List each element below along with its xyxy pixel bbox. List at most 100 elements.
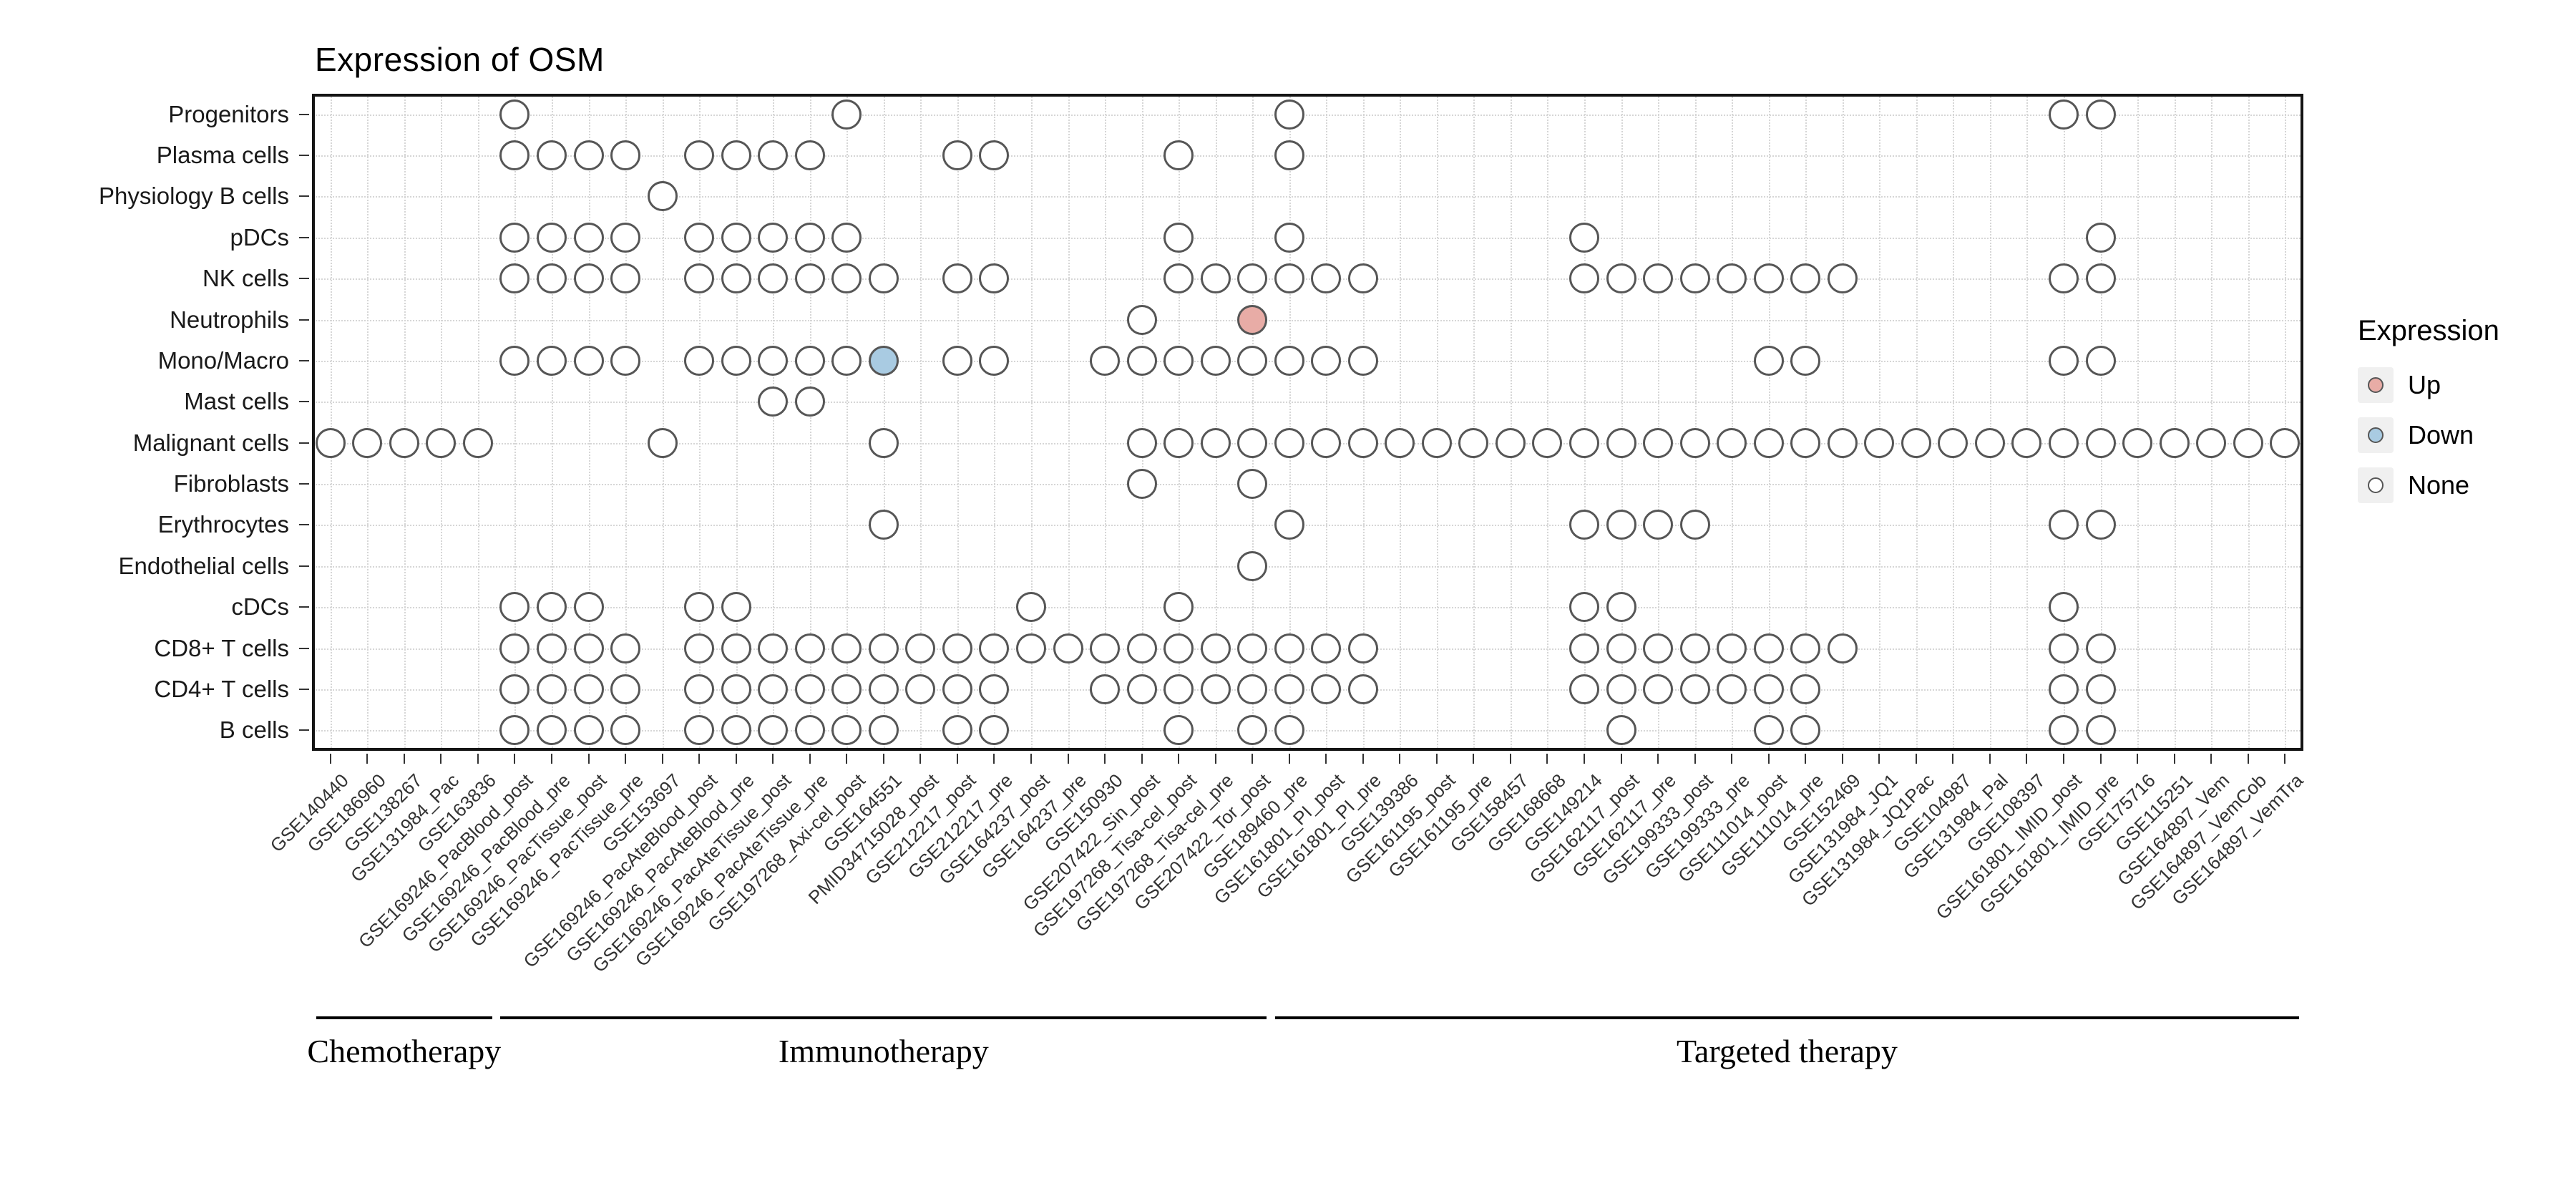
expression-dot-none xyxy=(1237,263,1268,294)
y-axis-tick xyxy=(299,483,309,485)
expression-dot-none xyxy=(536,674,567,704)
gridline-vertical xyxy=(1473,94,1475,751)
plot-border xyxy=(312,94,2303,751)
expression-dot-none xyxy=(2049,674,2079,704)
gridline-vertical xyxy=(1289,94,1291,751)
gridline-horizontal xyxy=(312,360,2303,362)
expression-dot-none xyxy=(831,263,862,294)
expression-dot-none xyxy=(979,345,1010,376)
x-axis-tick xyxy=(1141,754,1143,764)
expression-dot-none xyxy=(610,715,641,746)
expression-dot-none xyxy=(758,387,789,417)
expression-dot-none xyxy=(758,140,789,171)
expression-dot-none xyxy=(1163,263,1194,294)
expression-dot-none xyxy=(1717,674,1747,704)
expression-dot-none xyxy=(721,715,751,746)
gridline-vertical xyxy=(847,94,849,751)
expression-dot-none xyxy=(1126,304,1157,335)
legend-item-up: Up xyxy=(2358,367,2499,403)
expression-dot-none xyxy=(721,263,751,294)
expression-dot-none xyxy=(1606,715,1636,746)
y-axis-tick xyxy=(299,565,309,567)
gridline-vertical xyxy=(588,94,590,751)
expression-dot-none xyxy=(684,140,715,171)
legend-item-label: Down xyxy=(2408,420,2474,449)
row-label: Fibroblasts xyxy=(173,470,289,497)
expression-dot-none xyxy=(1237,715,1268,746)
expression-dot-none xyxy=(1200,427,1231,458)
expression-dot-none xyxy=(758,345,789,376)
expression-dot-none xyxy=(499,140,530,171)
x-axis-tick xyxy=(2173,754,2175,764)
expression-dot-none xyxy=(684,263,715,294)
expression-dot-none xyxy=(979,674,1010,704)
expression-dot-none xyxy=(499,674,530,704)
expression-dot-none xyxy=(1163,715,1194,746)
expression-dot-none xyxy=(2049,510,2079,540)
row-label: Malignant cells xyxy=(132,429,289,456)
expression-dot-none xyxy=(1679,674,1710,704)
expression-dot-none xyxy=(1569,633,1600,664)
gridline-horizontal xyxy=(312,565,2303,568)
expression-dot-none xyxy=(1163,674,1194,704)
expression-dot-none xyxy=(1163,140,1194,171)
expression-dot-none xyxy=(2085,427,2116,458)
gridline-horizontal xyxy=(312,607,2303,609)
gridline-horizontal xyxy=(312,525,2303,527)
expression-dot-none xyxy=(1347,427,1378,458)
expression-dot-none xyxy=(1458,427,1489,458)
expression-dot-none xyxy=(721,345,751,376)
row-label: Endothelial cells xyxy=(118,552,289,579)
expression-dot-none xyxy=(1679,263,1710,294)
expression-dot-none xyxy=(1753,427,1784,458)
expression-dot-none xyxy=(1274,510,1304,540)
y-axis-tick xyxy=(299,359,309,361)
group-label: Targeted therapy xyxy=(1677,1033,1898,1069)
expression-dot-none xyxy=(1237,633,1268,664)
x-axis-tick xyxy=(1584,754,1586,764)
gridline-vertical xyxy=(404,94,406,751)
expression-dot-none xyxy=(1606,263,1636,294)
x-axis-tick xyxy=(1841,754,1843,764)
expression-dot-none xyxy=(1679,427,1710,458)
y-axis-tick xyxy=(299,278,309,280)
expression-dot-none xyxy=(1827,263,1858,294)
gridline-horizontal xyxy=(312,319,2303,321)
y-axis-tick xyxy=(299,401,309,403)
expression-dot-none xyxy=(2049,427,2079,458)
gridline-vertical xyxy=(2211,94,2213,751)
gridline-vertical xyxy=(1436,94,1438,751)
gridline-vertical xyxy=(1547,94,1549,751)
legend-dot-icon xyxy=(2368,477,2384,493)
gridline-horizontal xyxy=(312,442,2303,444)
gridline-vertical xyxy=(809,94,811,751)
expression-dot-none xyxy=(1126,633,1157,664)
expression-dot-none xyxy=(1827,427,1858,458)
x-axis-tick xyxy=(809,754,811,764)
gridline-vertical xyxy=(1879,94,1881,751)
x-axis-tick xyxy=(1546,754,1548,764)
group-line xyxy=(1274,1016,2300,1019)
expression-dot-none xyxy=(2122,427,2153,458)
x-axis-tick xyxy=(1325,754,1327,764)
expression-dot-none xyxy=(1606,427,1636,458)
expression-dot-none xyxy=(1200,263,1231,294)
expression-dot-none xyxy=(1753,345,1784,376)
expression-dot-none xyxy=(2011,427,2042,458)
expression-dot-none xyxy=(573,140,604,171)
expression-dot-none xyxy=(1569,427,1600,458)
gridline-vertical xyxy=(1658,94,1660,751)
expression-dot-none xyxy=(1163,345,1194,376)
expression-dot-none xyxy=(942,633,972,664)
expression-dot-none xyxy=(536,715,567,746)
gridline-vertical xyxy=(1400,94,1402,751)
expression-dot-none xyxy=(2085,222,2116,253)
expression-dot-none xyxy=(1717,633,1747,664)
row-label: CD8+ T cells xyxy=(154,634,289,661)
expression-dot-none xyxy=(1274,427,1304,458)
gridline-vertical xyxy=(1842,94,1844,751)
x-axis-tick xyxy=(1435,754,1438,764)
expression-dot-none xyxy=(1643,510,1674,540)
row-label: Progenitors xyxy=(168,100,289,127)
expression-dot-none xyxy=(942,140,972,171)
